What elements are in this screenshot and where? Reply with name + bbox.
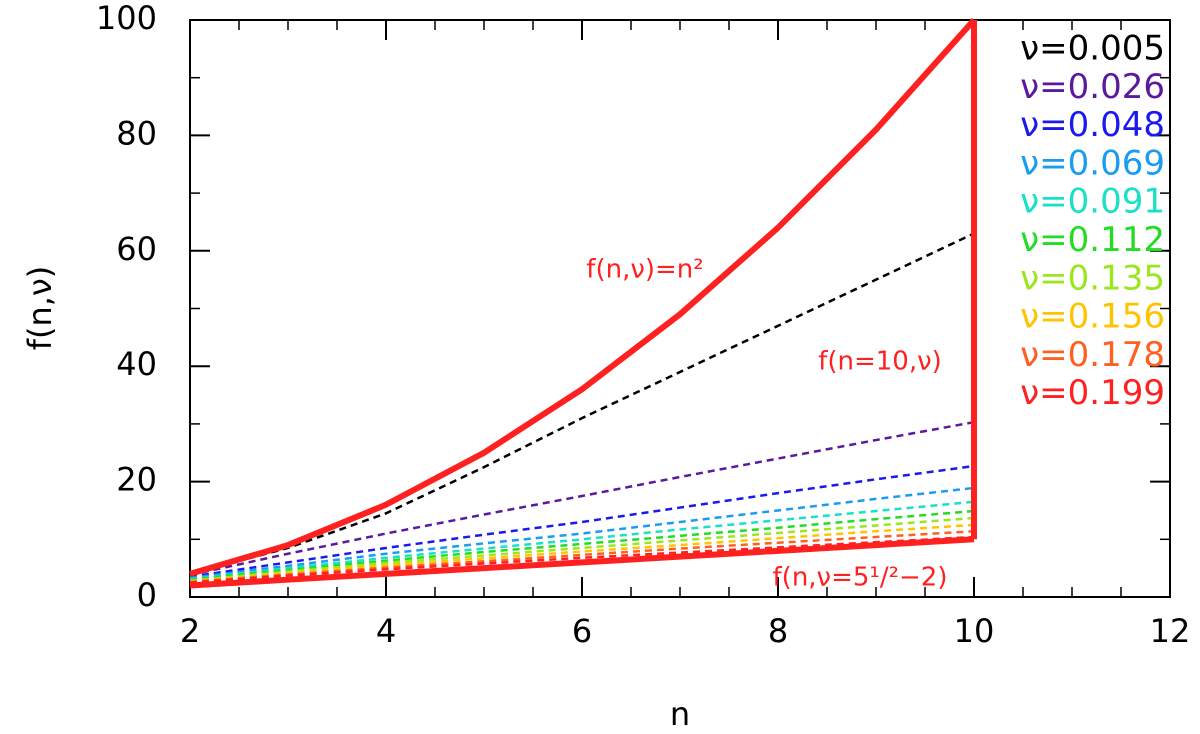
legend-entry: ν=0.135: [1020, 258, 1165, 298]
series-line: [189, 18, 977, 577]
x-tick-label: 6: [572, 612, 592, 650]
annotation: f(n=10,ν): [818, 347, 942, 377]
legend-entry: ν=0.048: [1020, 105, 1165, 145]
legend-entry: ν=0.156: [1020, 297, 1165, 337]
x-axis-label: n: [670, 695, 690, 733]
legend-entry: ν=0.005: [1020, 29, 1165, 69]
legend-entry: ν=0.091: [1020, 182, 1165, 222]
annotation: f(n,ν=5¹/²−2): [773, 563, 948, 593]
legend-entry: ν=0.178: [1020, 335, 1165, 375]
y-tick-label: 0: [137, 576, 157, 614]
legend-entry: ν=0.069: [1020, 143, 1165, 183]
legend-entry: ν=0.112: [1020, 220, 1165, 260]
y-tick-label: 60: [116, 230, 157, 268]
series-line: [189, 529, 975, 584]
y-tick-label: 80: [116, 114, 157, 152]
x-tick-label: 4: [376, 612, 396, 650]
annotation: f(n,ν)=n²: [586, 255, 703, 285]
y-tick-label: 40: [116, 345, 157, 383]
y-tick-label: 20: [116, 461, 157, 499]
legend-entry: ν=0.199: [1020, 373, 1165, 413]
series-line: [189, 420, 975, 577]
series-line: [189, 232, 975, 576]
x-tick-label: 2: [180, 612, 200, 650]
legend-entry: ν=0.026: [1020, 67, 1165, 107]
series-line: [189, 464, 975, 579]
x-tick-label: 10: [954, 612, 995, 650]
x-tick-label: 8: [768, 612, 788, 650]
y-axis-label: f(n,ν): [21, 266, 59, 351]
series-line: [189, 535, 975, 584]
y-tick-label: 100: [96, 0, 157, 37]
x-tick-label: 12: [1150, 612, 1191, 650]
series-line: [189, 536, 975, 589]
